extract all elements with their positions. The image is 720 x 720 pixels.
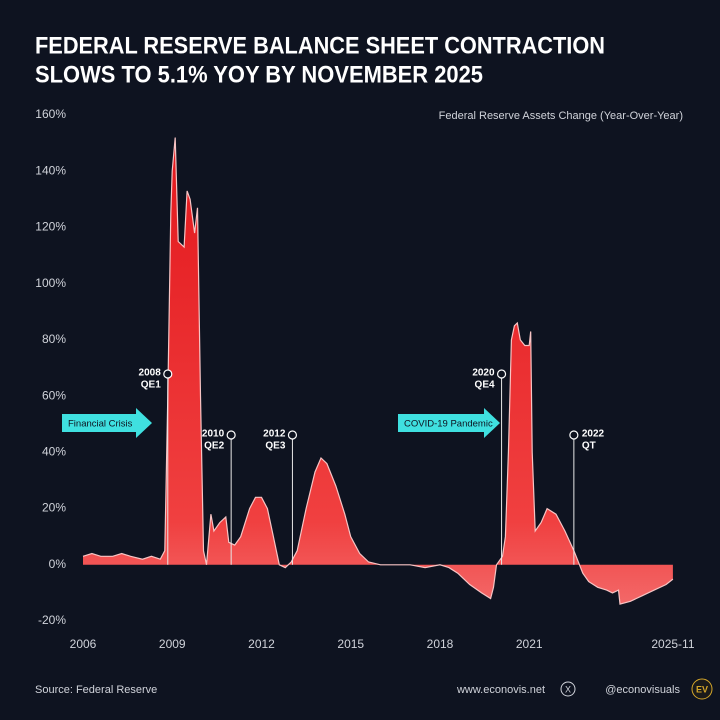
y-tick-label: 120%: [35, 220, 66, 234]
annotation-label: QE3: [265, 441, 285, 452]
annotation-marker: [569, 430, 579, 440]
y-tick-label: -20%: [38, 613, 66, 627]
line: [82, 137, 674, 605]
annotation-year: 2008: [139, 368, 162, 379]
annotation-year: 2022: [582, 429, 605, 440]
annotation-year: 2012: [263, 429, 286, 440]
event-arrow: [398, 408, 500, 438]
annotation-marker: [287, 430, 298, 440]
area: [83, 137, 673, 605]
annotation-marker: [496, 369, 507, 379]
logo-circle: [691, 678, 713, 700]
x-tick-label: 2015: [337, 637, 364, 651]
y-tick-label: 160%: [35, 107, 66, 121]
event-label: COVID-19 Pandemic: [404, 419, 493, 430]
annotation-label: QE4: [475, 380, 495, 391]
website: www.econovis.net: [456, 684, 545, 696]
y-tick-label: 60%: [42, 388, 66, 402]
x-icon: [560, 681, 576, 697]
y-tick-label: 0%: [49, 557, 67, 571]
annotation-marker: [226, 430, 236, 440]
annotation-year: 2020: [472, 368, 495, 379]
x-tick-label: 2009: [159, 637, 186, 651]
x-tick-label: 2021: [516, 637, 543, 651]
annotation-label: QT: [582, 441, 596, 452]
logo: EV: [696, 684, 708, 694]
event-label: Financial Crisis: [68, 419, 133, 430]
annotation-marker: [163, 369, 173, 379]
x-tick-label: 2006: [70, 637, 97, 651]
y-tick-label: 140%: [35, 163, 66, 177]
y-tick-label: 20%: [42, 501, 66, 515]
source: Source: Federal Reserve: [35, 684, 157, 696]
x-tick-label: 2018: [427, 637, 454, 651]
chart-title: FEDERAL RESERVE BALANCE SHEET CONTRACTIO…: [35, 32, 605, 59]
chart-title: SLOWS TO 5.1% YOY BY NOVEMBER 2025: [35, 61, 483, 88]
handle: @econovisuals: [605, 684, 680, 696]
x-tick-label: 2025-11: [651, 637, 694, 651]
annotation-label: QE2: [204, 441, 224, 452]
event-arrow: [62, 408, 152, 438]
annotation-year: 2010: [202, 429, 225, 440]
legend-label: Federal Reserve Assets Change (Year-Over…: [439, 110, 683, 122]
x-icon-glyph: X: [565, 684, 571, 694]
y-tick-label: 40%: [42, 445, 66, 459]
annotation-label: QE1: [141, 380, 161, 391]
y-tick-label: 80%: [42, 332, 66, 346]
x-tick-label: 2012: [248, 637, 275, 651]
y-tick-label: 100%: [35, 276, 66, 290]
